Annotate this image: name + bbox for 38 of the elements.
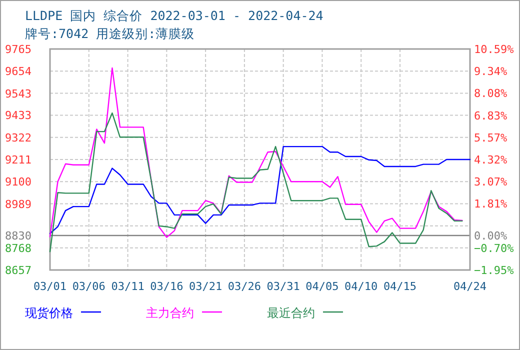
y-tick-label: 9543 [5, 87, 32, 100]
x-tick-label: 04/10 [344, 280, 378, 293]
y-tick-label: 8768 [5, 242, 32, 255]
y2-tick-label: 8.08% [474, 87, 508, 100]
y-tick-label: 9322 [5, 131, 32, 144]
x-tick-label: 03/11 [111, 280, 144, 293]
x-tick-label: 03/21 [188, 280, 222, 293]
y2-tick-label: −1.95% [474, 264, 514, 277]
y-tick-label: 9765 [5, 43, 32, 56]
x-tick-label: 04/05 [306, 280, 339, 293]
x-tick-label: 03/16 [150, 280, 184, 293]
y2-tick-label: 4.32% [474, 154, 508, 166]
y-tick-label: 9211 [5, 154, 32, 166]
x-tick-label: 03/31 [266, 280, 300, 293]
y2-tick-label: 9.34% [474, 65, 508, 78]
x-tick-label: 03/26 [228, 280, 262, 293]
y2-tick-label: 1.81% [474, 198, 508, 211]
x-tick-label: 03/01 [33, 280, 67, 293]
legend-label: 现货价格 [25, 306, 73, 320]
y2-tick-label: 0.00% [474, 230, 508, 243]
chart-subtitle: 牌号:7042 用途级别:薄膜级 [25, 26, 195, 41]
y-tick-label: 8830 [5, 229, 32, 242]
y2-tick-label: 5.57% [474, 131, 508, 144]
y-tick-label: 9654 [5, 65, 32, 78]
x-tick-label: 04/24 [453, 280, 487, 293]
y-tick-label: 8989 [5, 198, 32, 211]
x-tick-label: 03/06 [72, 280, 106, 293]
y-tick-label: 8657 [5, 264, 32, 277]
y2-tick-label: −0.70% [474, 242, 514, 255]
chart-title: LLDPE 国内 综合价 2022-03-01 - 2022-04-24 [25, 8, 324, 23]
x-tick-label: 04/15 [383, 280, 417, 293]
legend-label: 最近合约 [267, 306, 315, 320]
legend-label: 主力合约 [146, 306, 194, 320]
y-tick-label: 9433 [5, 109, 32, 122]
y2-tick-label: 3.07% [474, 176, 508, 189]
y2-tick-label: 10.59% [474, 43, 514, 56]
y-tick-label: 9100 [5, 176, 32, 189]
y2-tick-label: 6.83% [474, 109, 508, 122]
